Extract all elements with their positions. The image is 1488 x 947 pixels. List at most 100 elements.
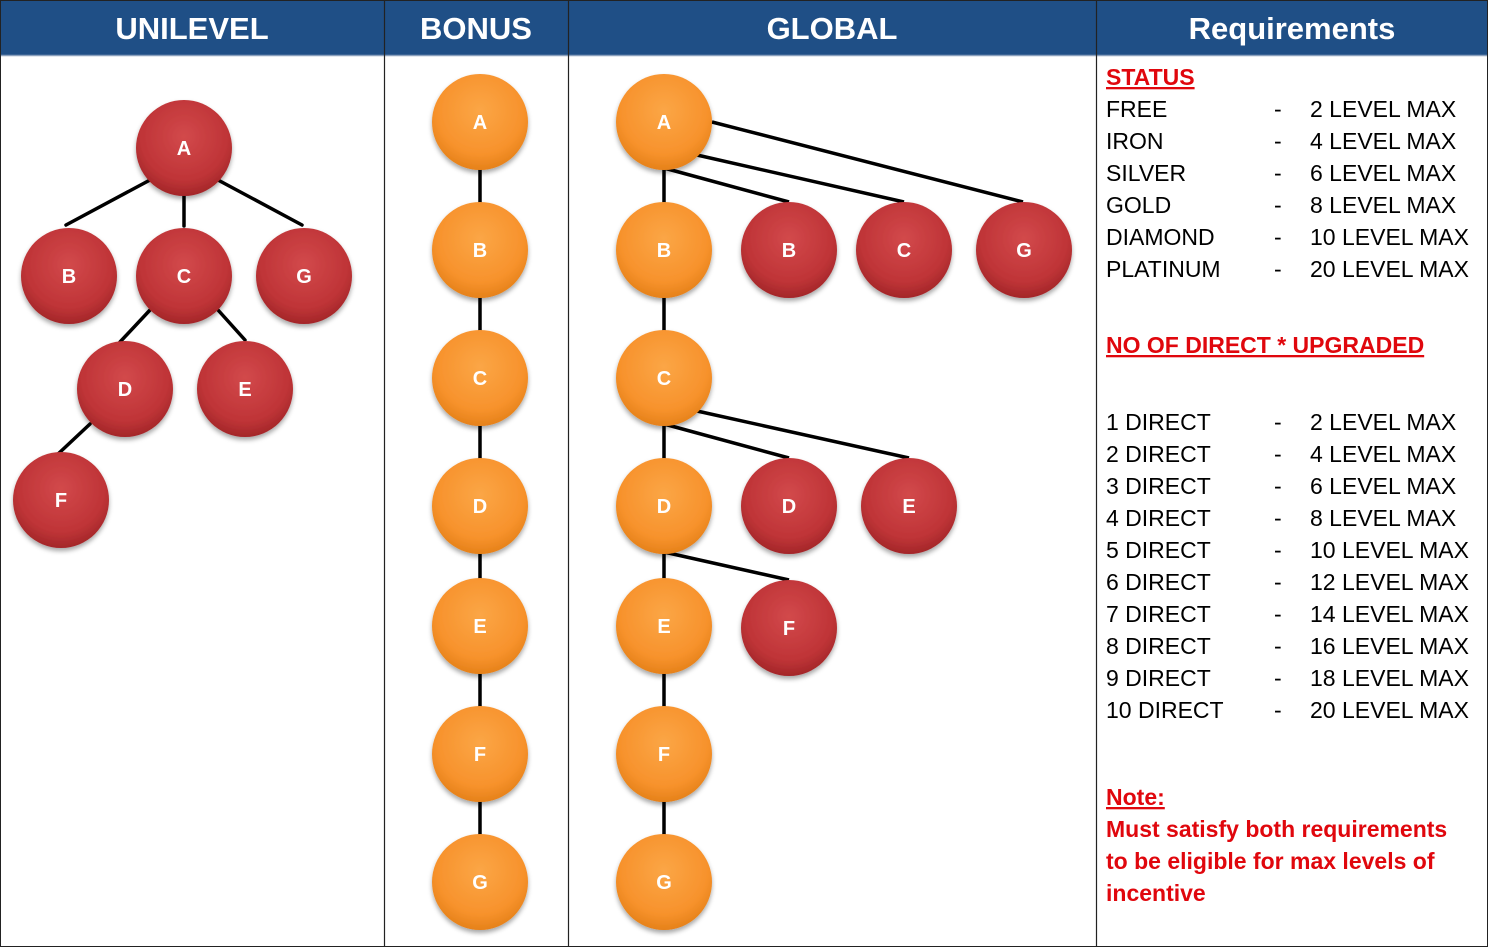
direct-label: 4 DIRECT — [1106, 505, 1211, 531]
global-spine-node-d-label: D — [657, 496, 671, 518]
global-spine-node-d: D — [616, 458, 712, 554]
direct-row: 10 DIRECT - 20 LEVEL MAX — [1106, 697, 1469, 723]
global-branch-node-d-label: D — [782, 496, 796, 518]
direct-dash: - — [1274, 473, 1282, 499]
bonus-node-a: A — [432, 74, 528, 170]
requirements-heading: Requirements — [1189, 11, 1396, 46]
global-branch-node-c: C — [856, 202, 952, 298]
note-line: to be eligible for max levels of — [1106, 848, 1435, 874]
status-label: FREE — [1106, 96, 1167, 122]
global-spine-node-c: C — [616, 330, 712, 426]
direct-dash: - — [1274, 537, 1282, 563]
bonus-node-a-label: A — [473, 112, 487, 134]
direct-dash: - — [1274, 665, 1282, 691]
bonus-node-c: C — [432, 330, 528, 426]
status-row: DIAMOND - 10 LEVEL MAX — [1106, 224, 1469, 250]
global-branch-node-f: F — [741, 580, 837, 676]
global-spine-node-a: A — [616, 74, 712, 170]
status-dash: - — [1274, 128, 1282, 154]
requirements-panel: STATUS FREE - 2 LEVEL MAX IRON - 4 LEVEL… — [1106, 64, 1469, 906]
unilevel-node-a-label: A — [177, 138, 191, 160]
direct-label: 7 DIRECT — [1106, 601, 1211, 627]
bonus-node-c-label: C — [473, 368, 487, 390]
direct-dash: - — [1274, 409, 1282, 435]
bonus-node-f-label: F — [474, 744, 486, 766]
unilevel-node-b-label: B — [62, 266, 76, 288]
direct-row: 3 DIRECT - 6 LEVEL MAX — [1106, 473, 1456, 499]
direct-label: 10 DIRECT — [1106, 697, 1224, 723]
status-label: SILVER — [1106, 160, 1186, 186]
status-label: DIAMOND — [1106, 224, 1215, 250]
direct-value: 12 LEVEL MAX — [1310, 569, 1469, 595]
status-label: GOLD — [1106, 192, 1171, 218]
unilevel-node-e: E — [197, 341, 293, 437]
global-spine-node-f: F — [616, 706, 712, 802]
direct-value: 18 LEVEL MAX — [1310, 665, 1469, 691]
status-dash: - — [1274, 224, 1282, 250]
global-spine-node-g: G — [616, 834, 712, 930]
column-dividers — [383, 0, 1098, 947]
unilevel-node-f-label: F — [55, 490, 67, 512]
direct-dash: - — [1274, 697, 1282, 723]
note-line: incentive — [1106, 880, 1206, 906]
global-heading: GLOBAL — [767, 11, 898, 46]
direct-row: 1 DIRECT - 2 LEVEL MAX — [1106, 409, 1456, 435]
direct-value: 6 LEVEL MAX — [1310, 473, 1456, 499]
note-heading: Note: — [1106, 784, 1165, 810]
global-tree: A B C D E F G B — [616, 74, 1072, 930]
global-branch-node-b-label: B — [782, 240, 796, 262]
bonus-node-e: E — [432, 578, 528, 674]
status-row: FREE - 2 LEVEL MAX — [1106, 96, 1456, 122]
direct-row: 5 DIRECT - 10 LEVEL MAX — [1106, 537, 1469, 563]
direct-row: 7 DIRECT - 14 LEVEL MAX — [1106, 601, 1469, 627]
bonus-node-b: B — [432, 202, 528, 298]
bonus-node-f: F — [432, 706, 528, 802]
direct-value: 8 LEVEL MAX — [1310, 505, 1456, 531]
status-row: PLATINUM - 20 LEVEL MAX — [1106, 256, 1469, 282]
unilevel-node-b: B — [21, 228, 117, 324]
unilevel-node-c: C — [136, 228, 232, 324]
bonus-node-g-label: G — [472, 872, 488, 894]
direct-row: 9 DIRECT - 18 LEVEL MAX — [1106, 665, 1469, 691]
global-spine-node-c-label: C — [657, 368, 671, 390]
global-spine-node-a-label: A — [657, 112, 671, 134]
global-branch-node-f-label: F — [783, 618, 795, 640]
direct-row: 2 DIRECT - 4 LEVEL MAX — [1106, 441, 1456, 467]
bonus-node-b-label: B — [473, 240, 487, 262]
direct-row: 6 DIRECT - 12 LEVEL MAX — [1106, 569, 1469, 595]
bonus-node-e-label: E — [473, 616, 486, 638]
direct-label: 5 DIRECT — [1106, 537, 1211, 563]
direct-heading: NO OF DIRECT * UPGRADED — [1106, 332, 1424, 358]
status-row: IRON - 4 LEVEL MAX — [1106, 128, 1456, 154]
status-dash: - — [1274, 256, 1282, 282]
status-value: 8 LEVEL MAX — [1310, 192, 1456, 218]
direct-row: 8 DIRECT - 16 LEVEL MAX — [1106, 633, 1469, 659]
status-heading: STATUS — [1106, 64, 1195, 90]
status-dash: - — [1274, 96, 1282, 122]
direct-label: 8 DIRECT — [1106, 633, 1211, 659]
direct-row: 4 DIRECT - 8 LEVEL MAX — [1106, 505, 1456, 531]
global-spine-node-f-label: F — [658, 744, 670, 766]
global-spine-node-e: E — [616, 578, 712, 674]
status-row: SILVER - 6 LEVEL MAX — [1106, 160, 1456, 186]
direct-label: 9 DIRECT — [1106, 665, 1211, 691]
unilevel-node-a: A — [136, 100, 232, 196]
bonus-node-d: D — [432, 458, 528, 554]
global-spine-node-e-label: E — [657, 616, 670, 638]
status-value: 4 LEVEL MAX — [1310, 128, 1456, 154]
status-label: PLATINUM — [1106, 256, 1221, 282]
status-value: 10 LEVEL MAX — [1310, 224, 1469, 250]
global-connectors — [662, 120, 1024, 882]
global-branch-node-b: B — [741, 202, 837, 298]
direct-dash: - — [1274, 441, 1282, 467]
status-dash: - — [1274, 160, 1282, 186]
global-branch-node-e: E — [861, 458, 957, 554]
global-branch-node-d: D — [741, 458, 837, 554]
direct-value: 20 LEVEL MAX — [1310, 697, 1469, 723]
global-spine-node-g-label: G — [656, 872, 672, 894]
direct-value: 2 LEVEL MAX — [1310, 409, 1456, 435]
direct-table: 1 DIRECT - 2 LEVEL MAX 2 DIRECT - 4 LEVE… — [1106, 409, 1469, 723]
direct-label: 3 DIRECT — [1106, 473, 1211, 499]
global-branch-node-g: G — [976, 202, 1072, 298]
